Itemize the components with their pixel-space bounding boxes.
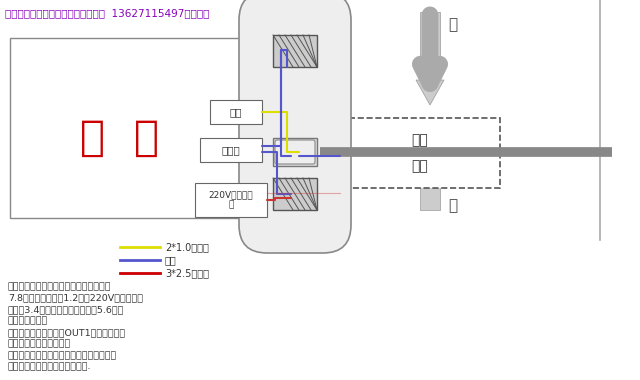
Text: 线圈: 线圈 bbox=[412, 159, 428, 173]
Text: 地感: 地感 bbox=[412, 133, 428, 147]
Bar bbox=[273, 138, 317, 166]
Text: 进: 进 bbox=[448, 198, 457, 213]
Text: 摄像机开闸信号接口是OUT1接线口该接口: 摄像机开闸信号接口是OUT1接线口该接口 bbox=[8, 328, 126, 337]
Bar bbox=[273, 35, 317, 67]
Text: 出: 出 bbox=[448, 17, 457, 32]
Text: 7.8口，车辆检测器1.2口接220V电源，车辆: 7.8口，车辆检测器1.2口接220V电源，车辆 bbox=[8, 293, 143, 302]
Bar bbox=[420, 12, 440, 80]
Bar bbox=[195, 183, 267, 217]
Text: 线与道闸公共和开连接。: 线与道闸公共和开连接。 bbox=[8, 339, 71, 348]
Text: 武汉四方捷通专业智造车牌识别系统  13627115497（微信）: 武汉四方捷通专业智造车牌识别系统 13627115497（微信） bbox=[5, 8, 209, 18]
Text: 2*1.0控制线: 2*1.0控制线 bbox=[165, 242, 209, 252]
Bar bbox=[340, 118, 500, 188]
Text: 亭管理电脑通过交换机相连接。.: 亭管理电脑通过交换机相连接。. bbox=[8, 363, 92, 372]
Text: 网线: 网线 bbox=[165, 255, 177, 265]
Bar bbox=[210, 100, 262, 124]
Text: 检测器3.4口接道闸公共与地感，5.6口接: 检测器3.4口接道闸公共与地感，5.6口接 bbox=[8, 305, 124, 314]
Polygon shape bbox=[416, 117, 444, 142]
Bar bbox=[420, 142, 440, 210]
Bar bbox=[273, 178, 317, 210]
Text: 岗  亭: 岗 亭 bbox=[81, 117, 159, 159]
FancyBboxPatch shape bbox=[239, 0, 351, 253]
Text: 电脑: 电脑 bbox=[230, 107, 243, 117]
Text: 车辆检测器接线：地感线圈接车辆检测器: 车辆检测器接线：地感线圈接车辆检测器 bbox=[8, 282, 111, 291]
Text: 220V电源控制
箱: 220V电源控制 箱 bbox=[209, 190, 253, 210]
Text: 道闸关与公共。: 道闸关与公共。 bbox=[8, 317, 48, 326]
Bar bbox=[10, 38, 295, 218]
Bar bbox=[200, 138, 262, 162]
Polygon shape bbox=[416, 80, 444, 105]
Text: 每个语音屏与摄像机都需要单独网线，与岗: 每个语音屏与摄像机都需要单独网线，与岗 bbox=[8, 351, 117, 360]
FancyBboxPatch shape bbox=[275, 140, 315, 164]
Text: 交换机: 交换机 bbox=[221, 145, 241, 155]
Text: 3*2.5电源线: 3*2.5电源线 bbox=[165, 268, 209, 278]
